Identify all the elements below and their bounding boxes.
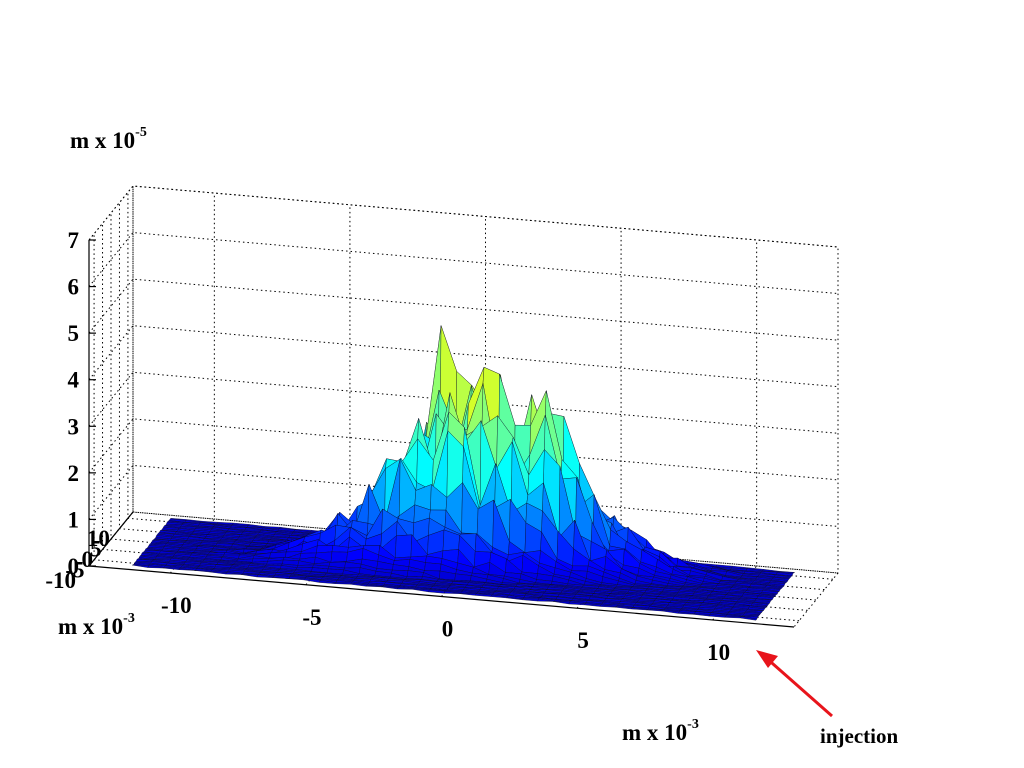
z-gridline [88, 371, 839, 434]
z-gridline [88, 232, 839, 295]
y-tick-label: -10 [45, 568, 76, 593]
surface-patch [458, 593, 477, 596]
y-tick-label: 10 [87, 526, 110, 551]
surface-patch [692, 613, 711, 617]
z-tick-label: 0 [68, 554, 80, 579]
injection-arrow-head [756, 650, 778, 668]
surface-patch [424, 562, 442, 572]
surface-patch [330, 551, 348, 563]
z-gridline [88, 464, 839, 527]
z-axis-label: m x 10-5 [70, 125, 147, 153]
z-gridline [88, 418, 839, 481]
surface-patch [553, 601, 570, 605]
x-tick-label: 10 [707, 640, 730, 665]
x-tick-label: 0 [442, 617, 454, 642]
back-wall-y [132, 185, 839, 574]
z-tick-label: 3 [68, 414, 80, 439]
y-axis-line [88, 511, 134, 567]
surface-patch [521, 598, 539, 602]
z-tick-label: 1 [68, 507, 80, 532]
surface-patch [288, 578, 306, 581]
y-tick-label: 5 [90, 537, 102, 562]
x-tick-label: -5 [302, 605, 321, 630]
z-tick-label: 2 [68, 461, 80, 486]
surface-patch [395, 534, 413, 558]
surface-mesh [131, 325, 795, 621]
z-tick-label: 5 [68, 321, 80, 346]
surface-patch [571, 565, 589, 572]
z-tick-label: 7 [68, 228, 80, 253]
y-axis-label: m x 10-3 [58, 611, 135, 639]
x-tick-label: 5 [577, 628, 589, 653]
injection-label: injection [820, 724, 898, 748]
y-tick-label: 0 [82, 547, 94, 572]
surface-patch [724, 615, 742, 619]
z-gridline [88, 278, 839, 341]
surface-patch [265, 563, 283, 566]
surface-patch [334, 582, 352, 585]
surface-patch [522, 597, 540, 600]
surface-patch [740, 616, 758, 621]
y-tick-label: -5 [65, 557, 84, 582]
x-axis-line [88, 565, 795, 628]
injection-arrow-shaft [763, 654, 833, 718]
z-gridline [88, 325, 839, 388]
z-gridline [88, 185, 839, 248]
surface-patch [241, 574, 259, 578]
z-tick-label: 4 [68, 368, 80, 393]
x-tick-label: -10 [161, 593, 192, 618]
z-tick-label: 6 [68, 275, 80, 300]
injection-annotation: injection [756, 650, 898, 748]
x-axis-label: m x 10-3 [622, 717, 699, 745]
